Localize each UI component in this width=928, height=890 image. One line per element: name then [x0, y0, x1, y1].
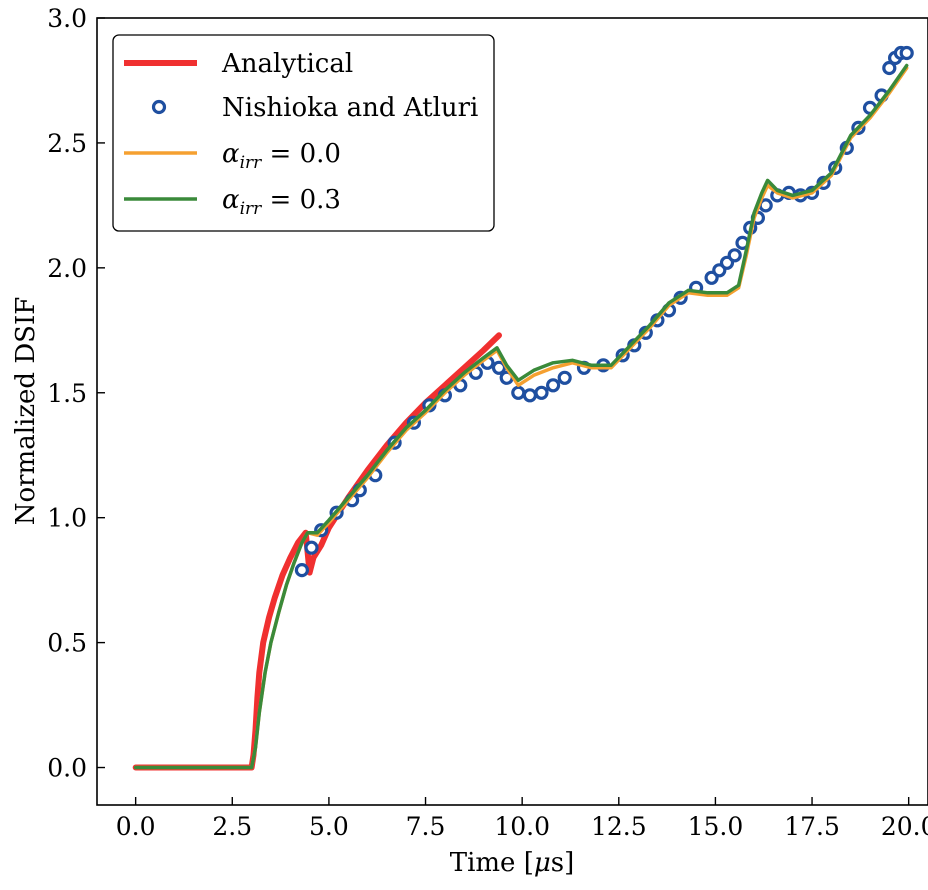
x-axis-label: Time [μs]: [450, 848, 575, 878]
data-point-nishioka-and-atluri: [491, 360, 507, 375]
legend-handle-nishioka: [151, 99, 167, 115]
data-point-nishioka-and-atluri: [522, 388, 538, 403]
series-line-irr-0-3: [133, 63, 909, 770]
x-tick-label: 2.5: [212, 812, 252, 841]
y-axis-label: Normalized DSIF: [11, 297, 41, 526]
y-axis-ticks: 0.0 0.5 1.0 1.5 2.0 2.5 3.0: [47, 4, 105, 783]
y-tick-label: 2.0: [47, 254, 87, 283]
legend-label-alpha0: αirr = 0.0: [222, 139, 341, 173]
data-point-nishioka-and-atluri: [304, 540, 319, 555]
legend: Analytical Nishioka and Atluri αirr = 0.…: [112, 34, 495, 232]
y-tick-label: 2.5: [47, 129, 87, 158]
legend-label-nishioka: Nishioka and Atluri: [222, 93, 478, 123]
data-point-nishioka-and-atluri: [545, 378, 561, 393]
legend-label-analytical: Analytical: [221, 49, 353, 79]
x-tick-label: 20.0: [881, 812, 928, 841]
plot-frame: [96, 17, 928, 806]
y-tick-label: 0.0: [47, 754, 87, 783]
data-point-nishioka-and-atluri: [899, 45, 914, 61]
x-tick-label: 5.0: [309, 812, 349, 841]
y-tick-label: 0.5: [47, 629, 87, 658]
legend-box: [112, 34, 495, 232]
legend-label-alpha3: αirr = 0.3: [222, 185, 341, 219]
data-point-nishioka-and-atluri: [557, 370, 572, 385]
y-tick-label: 1.0: [47, 504, 87, 533]
x-tick-label: 15.0: [688, 812, 744, 841]
y-tick-label: 3.0: [47, 4, 87, 33]
x-tick-label: 17.5: [784, 812, 840, 841]
data-point-nishioka-and-atluri: [727, 248, 742, 263]
x-tick-label: 0.0: [116, 812, 156, 841]
data-point-nishioka-and-atluri: [294, 562, 309, 578]
data-point-nishioka-and-atluri: [534, 385, 549, 400]
x-tick-label: 10.0: [494, 812, 550, 841]
x-tick-label: 12.5: [591, 812, 647, 841]
plot-marks: [132, 45, 914, 771]
x-tick-label: 7.5: [406, 812, 446, 841]
x-axis-ticks: 0.0 2.5 5.0 7.5 10.0 12.5 15.0 17.5 20.0: [116, 797, 928, 841]
data-point-nishioka-and-atluri: [882, 60, 897, 76]
data-point-nishioka-and-atluri: [511, 385, 526, 400]
y-tick-label: 1.5: [47, 379, 87, 408]
